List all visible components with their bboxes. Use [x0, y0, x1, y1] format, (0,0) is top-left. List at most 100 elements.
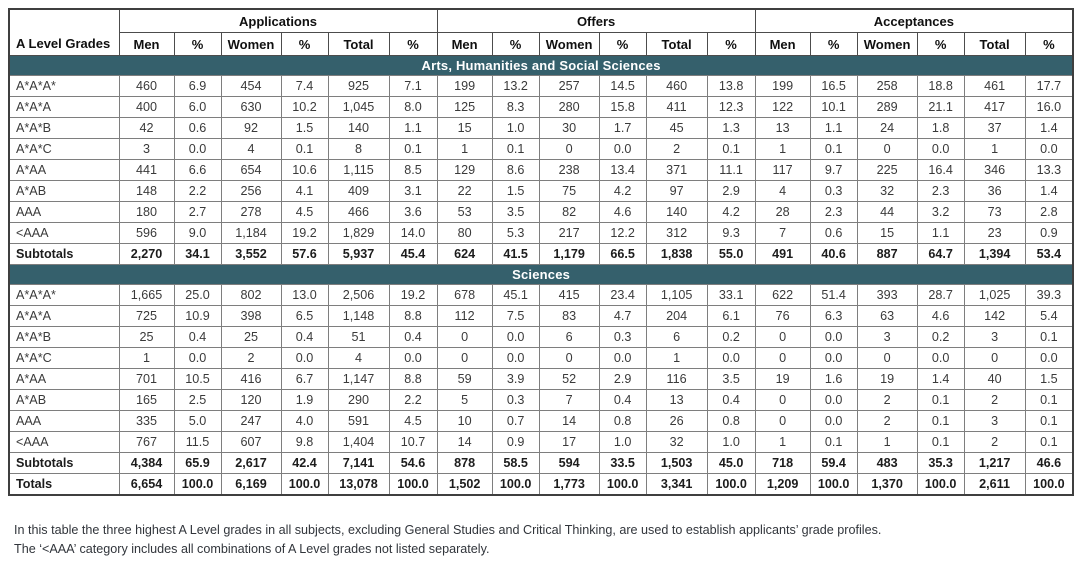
column-header: Men [436, 32, 493, 56]
value-cell: 400 [118, 96, 175, 118]
value-cell: 9.0 [173, 222, 222, 244]
value-cell: 0.2 [916, 326, 965, 348]
value-cell: 289 [856, 96, 918, 118]
value-cell: 1,829 [327, 222, 390, 244]
value-cell: 0.1 [916, 431, 965, 453]
value-cell: 5.0 [173, 410, 222, 432]
value-cell: 0.0 [1024, 347, 1074, 369]
sub-header-row: Men% Women% Total% Men% Women% Total% Men% Wome… [9, 32, 1074, 56]
value-cell: 13,078 [327, 473, 390, 496]
value-cell: 16.5 [809, 75, 858, 97]
section-title: Arts, Humanities and Social Sciences [8, 55, 1074, 76]
footnote-grade-profiles: In this table the three highest A Level … [14, 523, 882, 537]
table-row: <AAA 767 11.5 607 9.8 1,404 10.7 14 0.9 17 1.0 32 1.… [8, 431, 1074, 453]
value-cell: 460 [645, 75, 708, 97]
value-cell: 37 [963, 117, 1026, 139]
grade-cell: A*A*C [8, 347, 120, 369]
value-cell: 0.0 [388, 347, 438, 369]
value-cell: 417 [963, 96, 1026, 118]
value-cell: 0 [754, 326, 811, 348]
value-cell: 4.6 [916, 305, 965, 327]
value-cell: 3 [856, 326, 918, 348]
value-cell: 75 [538, 180, 600, 202]
value-cell: 92 [220, 117, 282, 139]
value-cell: 7 [538, 389, 600, 411]
column-header: Total [963, 32, 1026, 56]
value-cell: 13 [645, 389, 708, 411]
value-cell: 1,045 [327, 96, 390, 118]
value-cell: 7 [754, 222, 811, 244]
value-cell: 4.7 [598, 305, 647, 327]
corner-header: A Level Grades [8, 8, 120, 56]
value-cell: 129 [436, 159, 493, 181]
value-cell: 180 [118, 201, 175, 223]
value-cell: 925 [327, 75, 390, 97]
value-cell: 100.0 [706, 473, 756, 496]
value-cell: 4.1 [280, 180, 329, 202]
column-header: Women [538, 32, 600, 56]
value-cell: 1,147 [327, 368, 390, 390]
table-row: <AAA 596 9.0 1,184 19.2 1,829 14.0 80 5.3 217 12.2… [8, 222, 1074, 244]
value-cell: 57.6 [280, 243, 329, 265]
value-cell: 0.0 [706, 347, 756, 369]
value-cell: 0.9 [491, 431, 540, 453]
value-cell: 238 [538, 159, 600, 181]
value-cell: 6.5 [280, 305, 329, 327]
grade-cell: Totals [8, 473, 120, 496]
value-cell: 0 [538, 347, 600, 369]
value-cell: 25.0 [173, 284, 222, 306]
value-cell: 140 [645, 201, 708, 223]
value-cell: 2,617 [220, 452, 282, 474]
value-cell: 17 [538, 431, 600, 453]
value-cell: 8.8 [388, 305, 438, 327]
value-cell: 13.0 [280, 284, 329, 306]
value-cell: 6.0 [173, 96, 222, 118]
value-cell: 4 [220, 138, 282, 160]
value-cell: 117 [754, 159, 811, 181]
value-cell: 100.0 [173, 473, 222, 496]
value-cell: 22 [436, 180, 493, 202]
value-cell: 483 [856, 452, 918, 474]
value-cell: 7,141 [327, 452, 390, 474]
value-cell: 34.1 [173, 243, 222, 265]
value-cell: 1.0 [598, 431, 647, 453]
value-cell: 19.2 [388, 284, 438, 306]
value-cell: 14 [436, 431, 493, 453]
value-cell: 0.1 [1024, 389, 1074, 411]
grade-cell: A*AA [8, 368, 120, 390]
value-cell: 1.4 [1024, 180, 1074, 202]
value-cell: 802 [220, 284, 282, 306]
value-cell: 0.8 [598, 410, 647, 432]
value-cell: 51 [327, 326, 390, 348]
value-cell: 15 [856, 222, 918, 244]
value-cell: 16.4 [916, 159, 965, 181]
value-cell: 2.3 [809, 201, 858, 223]
value-cell: 100.0 [280, 473, 329, 496]
value-cell: 4 [327, 347, 390, 369]
value-cell: 312 [645, 222, 708, 244]
value-cell: 701 [118, 368, 175, 390]
value-cell: 278 [220, 201, 282, 223]
footnotes: In this table the three highest A Level … [14, 521, 1072, 559]
value-cell: 12.2 [598, 222, 647, 244]
value-cell: 59.4 [809, 452, 858, 474]
value-cell: 52 [538, 368, 600, 390]
value-cell: 100.0 [598, 473, 647, 496]
value-cell: 0.0 [280, 347, 329, 369]
column-header: % [173, 32, 222, 56]
value-cell: 33.1 [706, 284, 756, 306]
value-cell: 217 [538, 222, 600, 244]
value-cell: 54.6 [388, 452, 438, 474]
value-cell: 1.9 [280, 389, 329, 411]
value-cell: 1 [754, 431, 811, 453]
value-cell: 7.5 [491, 305, 540, 327]
value-cell: 0.0 [491, 347, 540, 369]
value-cell: 0.0 [916, 138, 965, 160]
value-cell: 5.4 [1024, 305, 1074, 327]
value-cell: 0.9 [1024, 222, 1074, 244]
value-cell: 2,611 [963, 473, 1026, 496]
value-cell: 0.0 [809, 326, 858, 348]
value-cell: 55.0 [706, 243, 756, 265]
value-cell: 411 [645, 96, 708, 118]
value-cell: 2.3 [916, 180, 965, 202]
